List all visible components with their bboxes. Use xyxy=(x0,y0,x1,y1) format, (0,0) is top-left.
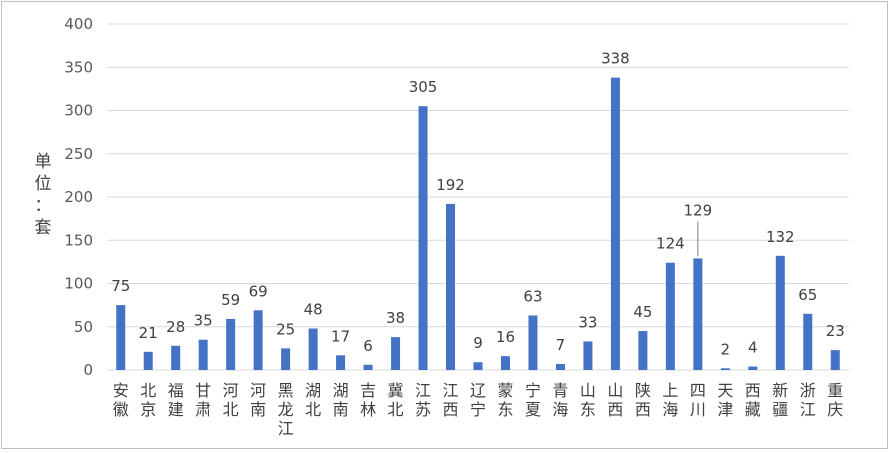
category-label: 湖南 xyxy=(333,381,349,419)
category-label: 冀北 xyxy=(388,381,404,419)
y-axis-label: 单位：套 xyxy=(35,152,52,238)
y-tick-label: 350 xyxy=(64,58,93,76)
y-axis-ticks: 0 50 100 150 200 250 300 350 400 xyxy=(64,15,93,379)
category-label: 上海 xyxy=(662,381,678,419)
category-label: 湖北 xyxy=(305,381,321,419)
data-label: 48 xyxy=(304,300,323,318)
bar xyxy=(748,366,758,370)
bar xyxy=(775,255,785,370)
bar xyxy=(583,341,593,370)
data-label: 21 xyxy=(139,324,158,342)
data-label: 59 xyxy=(221,291,240,309)
category-label: 陕西 xyxy=(635,381,651,419)
category-label: 河北 xyxy=(223,381,239,419)
category-label: 新疆 xyxy=(772,381,788,419)
bar xyxy=(281,348,291,370)
data-label: 16 xyxy=(496,328,515,346)
bar xyxy=(391,337,401,370)
y-tick-label: 0 xyxy=(83,361,93,379)
category-label: 北京 xyxy=(140,381,156,419)
category-label: 辽宁 xyxy=(470,381,486,419)
bar xyxy=(226,318,236,370)
bar xyxy=(610,77,620,370)
category-label: 宁夏 xyxy=(525,381,541,419)
data-label: 7 xyxy=(556,336,566,354)
data-label: 23 xyxy=(826,322,845,340)
category-labels: 安徽北京福建甘肃河北河南黑龙江湖北湖南吉林冀北江苏江西辽宁蒙东宁夏青海山东山西陕… xyxy=(113,381,844,438)
data-label: 75 xyxy=(111,277,130,295)
data-label: 192 xyxy=(436,176,465,194)
category-label: 江西 xyxy=(443,381,459,419)
data-label: 2 xyxy=(721,340,731,358)
bar xyxy=(473,362,483,370)
category-label: 天津 xyxy=(717,381,733,419)
data-label: 63 xyxy=(523,288,542,306)
bar xyxy=(308,328,318,370)
data-label: 17 xyxy=(331,327,350,345)
bar xyxy=(665,262,675,370)
bar xyxy=(336,355,346,370)
category-label: 山东 xyxy=(580,381,596,419)
y-tick-label: 100 xyxy=(64,275,93,293)
data-label: 4 xyxy=(748,339,758,357)
data-label: 38 xyxy=(386,309,405,327)
category-label: 山西 xyxy=(607,381,623,419)
bar xyxy=(830,350,840,370)
category-label: 福建 xyxy=(168,381,184,419)
y-tick-label: 200 xyxy=(64,188,93,206)
bar xyxy=(143,351,153,370)
category-label: 重庆 xyxy=(827,381,843,419)
data-label: 35 xyxy=(194,312,213,330)
bar xyxy=(555,363,565,370)
category-label: 浙江 xyxy=(800,381,816,419)
data-label: 129 xyxy=(684,201,713,219)
bar xyxy=(171,345,181,370)
bar xyxy=(720,368,730,370)
bar xyxy=(363,364,373,370)
data-label: 69 xyxy=(249,282,268,300)
data-labels: 75 21 28 35 59 69 25 48 17 6 38 305 192 9 16 63 7 33 338 45… xyxy=(111,50,845,359)
y-tick-label: 150 xyxy=(64,231,93,249)
category-label: 西藏 xyxy=(745,381,761,419)
bar xyxy=(418,106,428,371)
bar xyxy=(198,339,208,370)
bar xyxy=(446,203,456,370)
data-label: 305 xyxy=(409,78,438,96)
bar xyxy=(528,315,538,370)
bars xyxy=(116,77,840,371)
category-label: 河南 xyxy=(250,381,266,419)
data-label: 33 xyxy=(578,313,597,331)
bar xyxy=(693,258,703,370)
bar xyxy=(803,313,813,370)
category-label: 四川 xyxy=(690,381,706,419)
bar xyxy=(638,331,648,370)
data-label: 65 xyxy=(798,286,817,304)
data-label: 9 xyxy=(473,334,483,352)
category-label: 青海 xyxy=(552,381,568,419)
data-label: 6 xyxy=(363,337,373,355)
bar xyxy=(500,356,510,370)
y-tick-label: 250 xyxy=(64,145,93,163)
category-label: 甘肃 xyxy=(195,381,211,419)
y-tick-label: 400 xyxy=(64,15,93,33)
data-label: 338 xyxy=(601,50,630,68)
gridlines xyxy=(107,23,849,371)
data-label: 28 xyxy=(166,318,185,336)
bar xyxy=(116,305,126,370)
data-label: 132 xyxy=(766,228,795,246)
category-label: 江苏 xyxy=(415,381,431,419)
y-tick-label: 300 xyxy=(64,102,93,120)
data-label: 124 xyxy=(656,235,685,253)
category-label: 吉林 xyxy=(360,381,376,419)
bar xyxy=(253,310,263,370)
category-label: 黑龙江 xyxy=(278,381,294,438)
y-tick-label: 50 xyxy=(74,318,93,336)
category-label: 安徽 xyxy=(113,381,129,419)
data-label: 45 xyxy=(633,303,652,321)
category-label: 蒙东 xyxy=(497,381,513,419)
data-label: 25 xyxy=(276,320,295,338)
